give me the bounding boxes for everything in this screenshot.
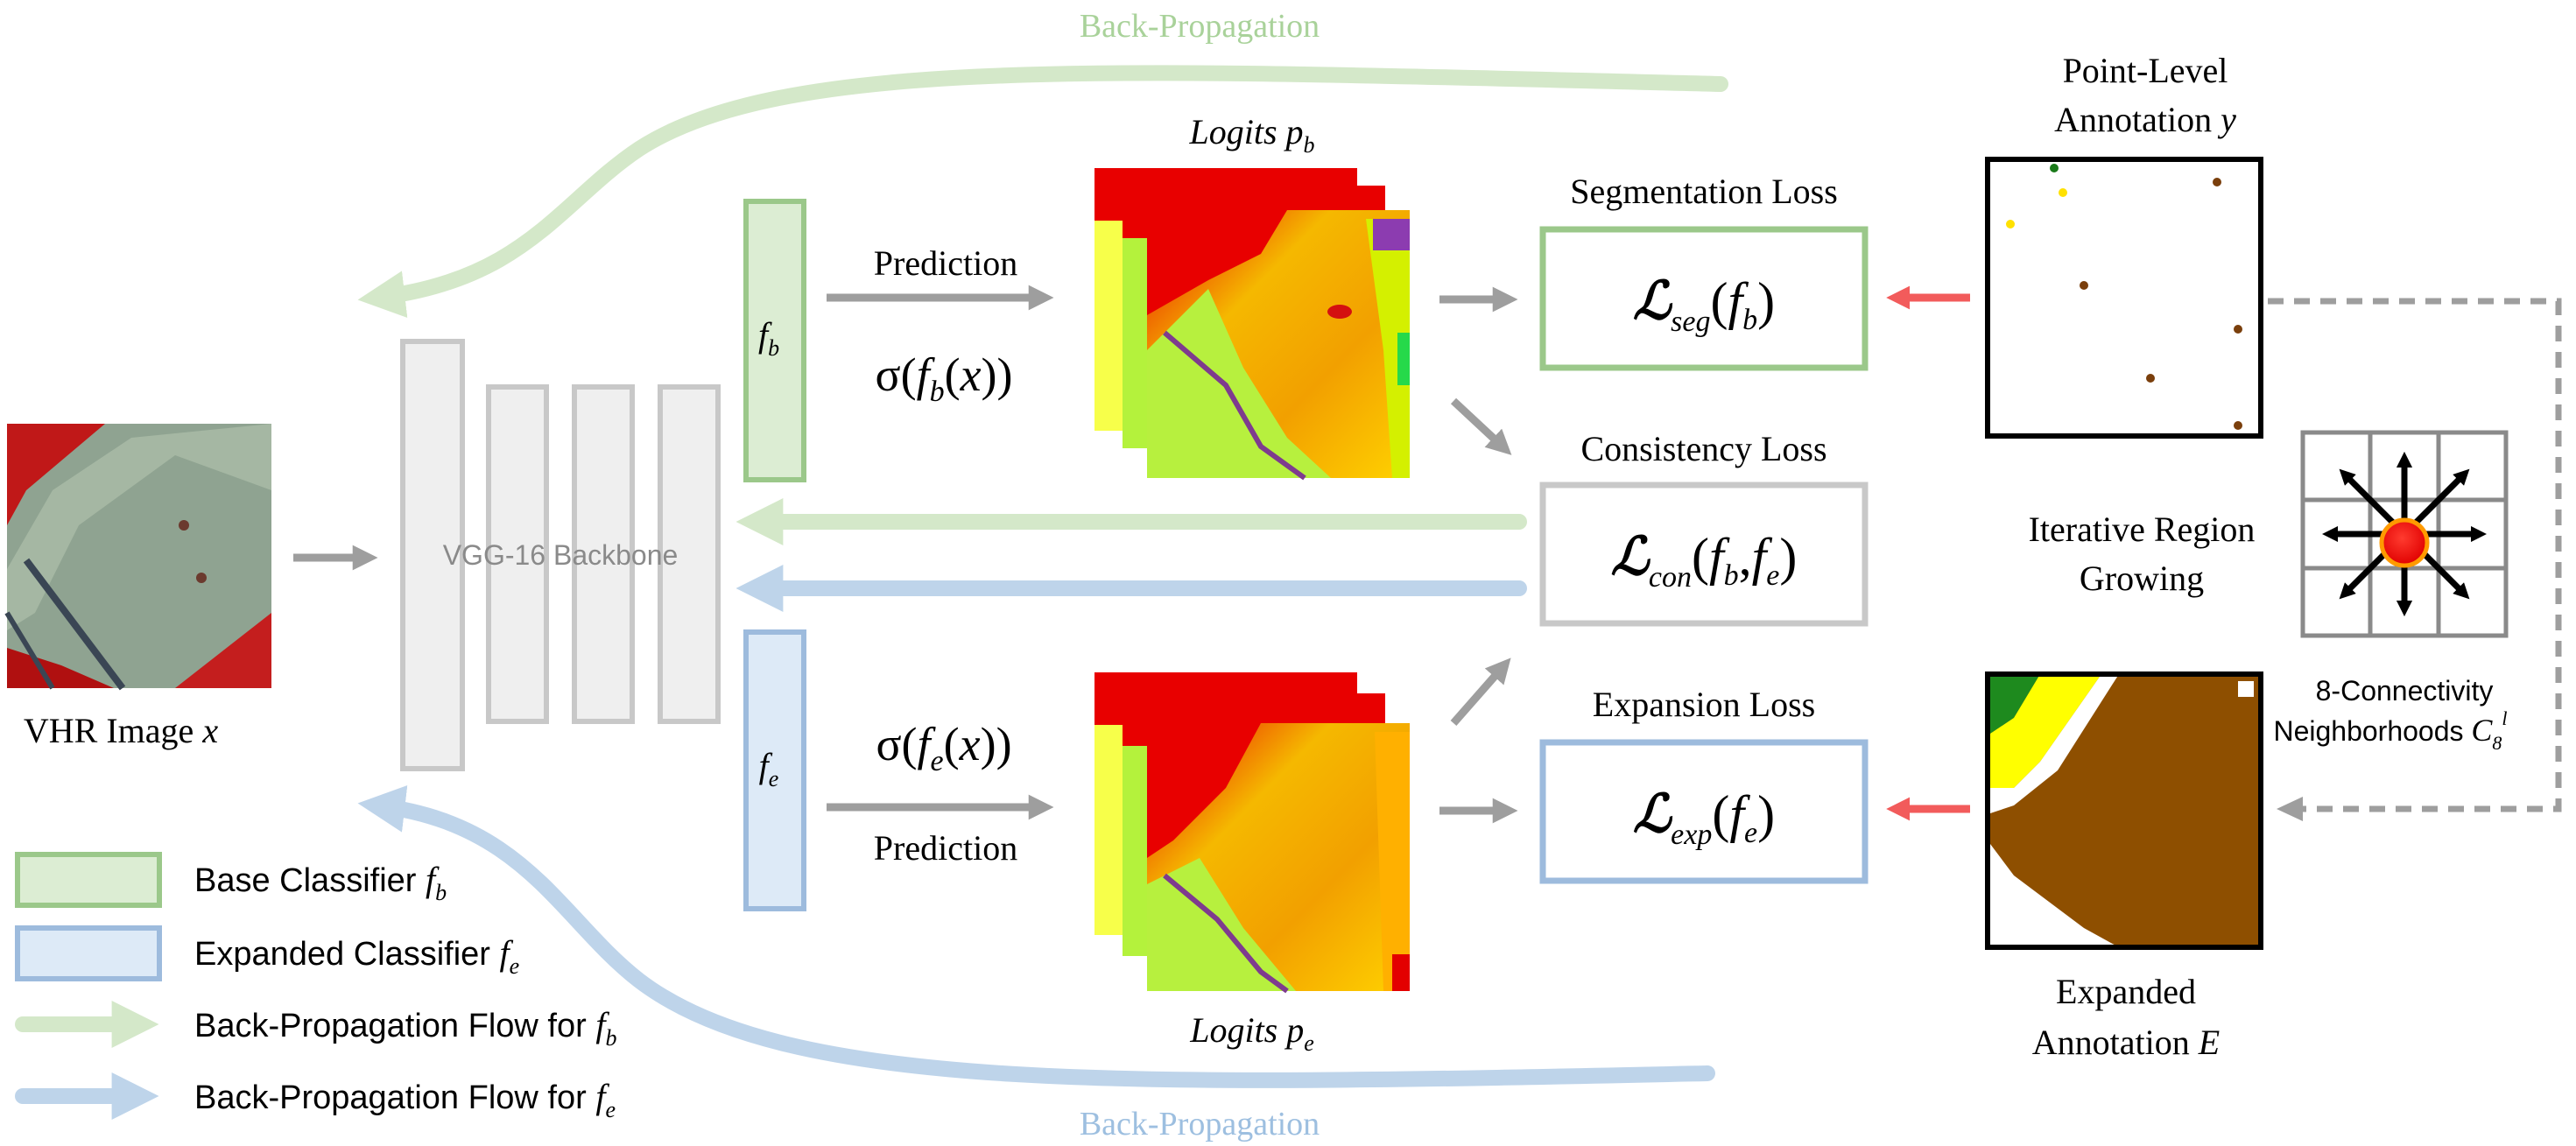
logits-bottom-label: Logits pe: [1189, 1010, 1314, 1056]
point-annotation-title-1: Point-Level: [2063, 51, 2228, 90]
logits-top-stack: [1094, 168, 1410, 481]
legend-swatch-base: [15, 852, 162, 908]
expanded-classifier: [743, 629, 806, 911]
back-propagation-curve-top: [357, 65, 1728, 319]
legend-label-expanded: Expanded Classifier fe: [194, 933, 519, 979]
expansion-loss-box: [1539, 739, 1869, 884]
vgg16-backbone: [400, 339, 721, 771]
back-propagation-curve-bottom: [357, 784, 1715, 1088]
legend-label-bp-expanded: Back-Propagation Flow for fe: [194, 1077, 616, 1122]
back-propagation-label-top: Back-Propagation: [1080, 8, 1320, 45]
segmentation-loss-formula: ℒseg(fb): [1633, 272, 1775, 338]
backbone-label: VGG-16 Backbone: [443, 539, 679, 571]
logits-bottom-stack: [1094, 672, 1410, 994]
region-growing-title-1: Iterative Region: [2029, 510, 2256, 549]
expanded-annotation-title-1: Expanded: [2056, 972, 2196, 1011]
point-annotation-title-2: Annotation y: [2054, 100, 2236, 139]
connectivity-grid: [2300, 430, 2509, 638]
connectivity-caption-2: Neighborhoods C8l: [2273, 707, 2507, 754]
base-classifier: [743, 199, 806, 482]
consistency-loss-box: [1539, 482, 1869, 627]
consistency-loss-formula: ℒcon(fb,fe): [1611, 528, 1798, 594]
point-annotation-map: [1985, 157, 2263, 439]
legend-swatch-expanded: [15, 925, 162, 981]
logits-top-label: Logits pb: [1188, 112, 1314, 158]
vhr-image: [4, 424, 271, 691]
expansion-loss-title: Expansion Loss: [1593, 685, 1815, 724]
consistency-loss-title: Consistency Loss: [1580, 429, 1826, 468]
segmentation-loss-box: [1539, 226, 1869, 371]
legend-label-bp-base: Back-Propagation Flow for fb: [194, 1005, 616, 1051]
seed-point-icon: [2379, 517, 2430, 568]
prediction-label-top: Prediction: [874, 243, 1017, 283]
arrow-logits-bottom-to-con: [1450, 657, 1511, 726]
connectivity-caption-1: 8-Connectivity: [2316, 675, 2494, 707]
region-growing-title-2: Growing: [2080, 559, 2204, 598]
expanded-annotation-title-2: Annotation E: [2032, 1023, 2220, 1062]
back-propagation-label-bottom: Back-Propagation: [1080, 1106, 1320, 1142]
vhr-image-caption: VHR Image x: [24, 711, 218, 750]
legend-label-base: Base Classifier fb: [194, 860, 447, 905]
prediction-formula-bottom: σ(fe(x)): [876, 718, 1011, 777]
legend: Base Classifier fb Expanded Classifier f…: [15, 852, 616, 1122]
prediction-label-bottom: Prediction: [874, 828, 1017, 868]
arrow-logits-top-to-con: [1450, 397, 1512, 455]
prediction-formula-top: σ(fb(x)): [875, 348, 1012, 408]
dashed-connector: [2268, 298, 2562, 812]
expanded-annotation-map: [1985, 671, 2263, 950]
segmentation-loss-title: Segmentation Loss: [1570, 172, 1838, 211]
